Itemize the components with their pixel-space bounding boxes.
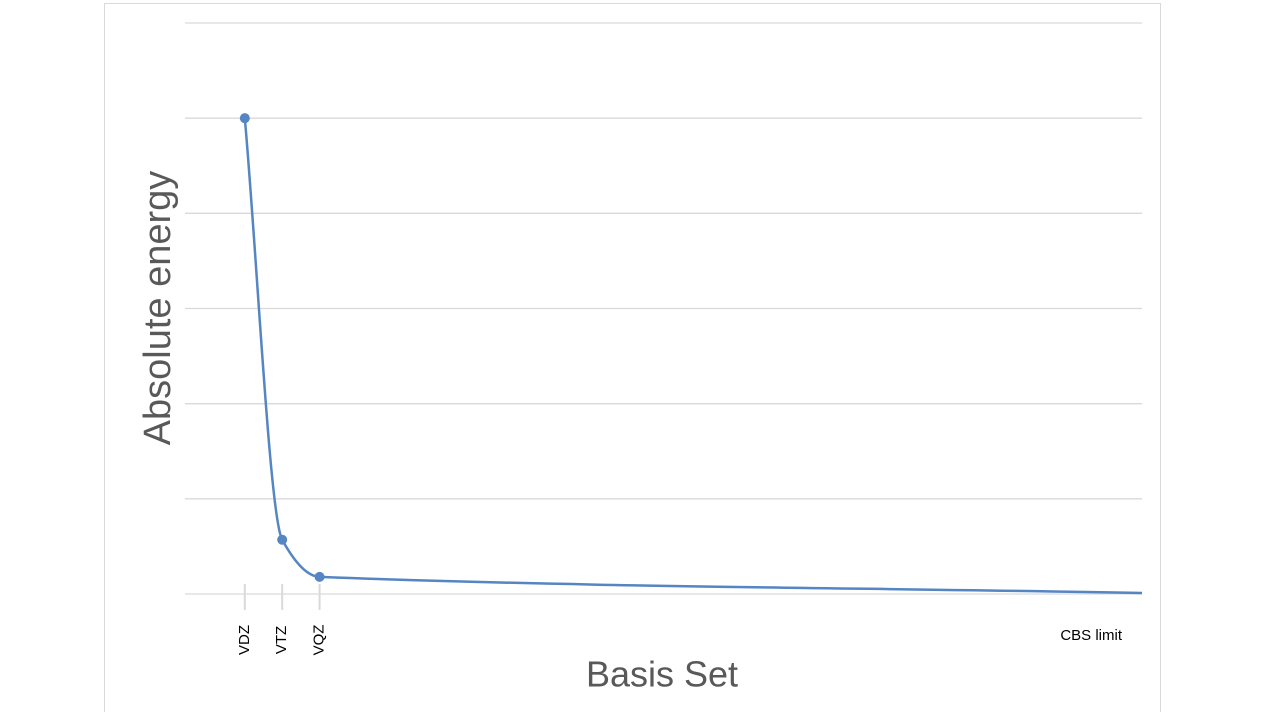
point-marker bbox=[239, 113, 250, 124]
x-axis-title: Basis Set bbox=[586, 654, 738, 695]
x-tick-label: VTZ bbox=[273, 626, 290, 654]
x-tick-label: VQZ bbox=[311, 625, 328, 656]
x-tick-label: CBS limit bbox=[1060, 627, 1123, 644]
point-marker bbox=[277, 534, 288, 545]
x-tick-label: VDZ bbox=[236, 625, 253, 655]
y-axis-title: Absolute energy bbox=[137, 171, 179, 446]
point-marker bbox=[314, 571, 325, 582]
